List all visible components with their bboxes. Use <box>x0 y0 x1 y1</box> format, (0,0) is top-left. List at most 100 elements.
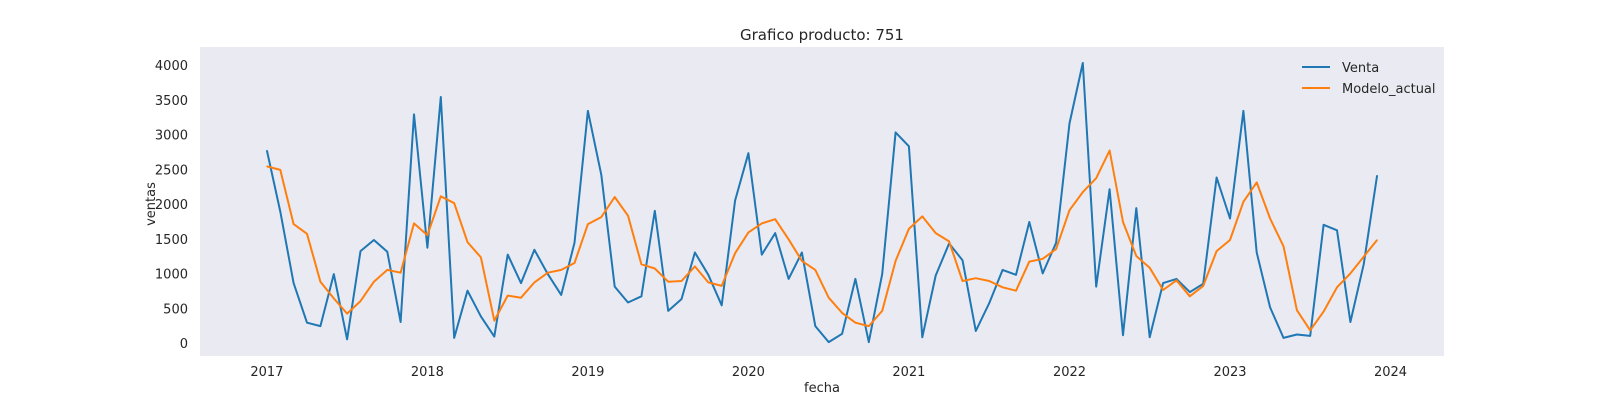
data-point <box>1015 290 1017 292</box>
data-point <box>707 274 709 276</box>
data-point <box>306 233 308 235</box>
data-point <box>1256 181 1258 183</box>
data-point <box>266 149 268 152</box>
data-point <box>841 312 843 314</box>
data-point <box>627 301 629 304</box>
data-point <box>614 196 616 198</box>
data-point <box>814 325 816 327</box>
data-point <box>801 260 803 262</box>
data-point <box>1082 62 1084 64</box>
data-point <box>1363 256 1365 258</box>
legend: Venta Modelo_actual <box>1302 61 1436 97</box>
data-point <box>854 322 857 324</box>
data-point <box>533 281 536 283</box>
data-point <box>961 259 964 261</box>
data-point <box>1282 337 1285 339</box>
chart-title: Grafico producto: 751 <box>740 26 904 44</box>
data-point <box>1229 217 1231 220</box>
data-point <box>721 304 723 306</box>
data-point <box>895 260 897 262</box>
data-point <box>667 281 669 283</box>
data-point <box>734 252 736 254</box>
data-point <box>975 330 977 332</box>
data-point <box>400 321 402 323</box>
data-point <box>493 320 495 322</box>
data-point <box>426 234 428 236</box>
y-tick-label: 500 <box>163 302 188 317</box>
data-point <box>1202 285 1204 287</box>
data-point <box>493 336 495 338</box>
data-point <box>1109 149 1111 152</box>
data-point <box>935 274 937 277</box>
data-point <box>373 281 375 283</box>
data-point <box>266 165 268 167</box>
data-point <box>413 222 415 224</box>
data-point <box>1296 309 1298 311</box>
y-tick-label: 0 <box>180 337 188 352</box>
x-tick-label: 2024 <box>1374 365 1407 380</box>
data-point <box>1309 329 1311 331</box>
data-point <box>319 281 321 283</box>
data-point <box>747 152 750 154</box>
data-point <box>640 263 643 265</box>
data-point <box>828 341 830 343</box>
series-line-modelo-actual <box>266 149 1378 332</box>
data-point <box>333 273 335 275</box>
x-tick-label: 2020 <box>732 365 765 380</box>
data-point <box>640 295 643 297</box>
data-point <box>587 223 589 225</box>
data-point <box>935 232 937 234</box>
data-point <box>654 210 656 212</box>
data-point <box>1376 239 1378 241</box>
data-point <box>1055 248 1057 250</box>
data-point <box>1095 286 1097 288</box>
data-point <box>814 269 816 271</box>
data-point <box>600 216 602 218</box>
data-point <box>573 262 576 264</box>
data-point <box>1055 242 1057 244</box>
data-point <box>373 239 375 241</box>
data-point <box>1269 217 1271 220</box>
legend-item: Venta <box>1302 61 1379 76</box>
data-point <box>507 295 509 297</box>
data-point <box>1323 224 1325 226</box>
data-point <box>1242 110 1244 112</box>
data-point <box>801 251 803 254</box>
data-point <box>306 322 308 324</box>
data-point <box>279 211 281 213</box>
data-point <box>1042 258 1044 260</box>
y-tick-label: 1500 <box>155 233 188 248</box>
data-point <box>1216 250 1218 252</box>
data-point <box>1149 267 1151 269</box>
data-point <box>386 269 388 271</box>
data-point <box>1323 311 1325 313</box>
data-point <box>881 310 883 312</box>
x-tick-label: 2017 <box>250 365 283 380</box>
data-point <box>600 174 602 176</box>
data-point <box>1336 286 1338 288</box>
data-point <box>1175 279 1178 281</box>
data-point <box>279 169 281 171</box>
data-point <box>1229 239 1231 241</box>
data-point <box>1189 295 1191 297</box>
data-point <box>587 110 589 112</box>
data-point <box>413 113 415 115</box>
y-tick-label: 2500 <box>155 163 188 178</box>
data-point <box>1002 286 1004 288</box>
data-point <box>520 282 522 284</box>
data-point <box>1109 188 1111 190</box>
data-point <box>1095 177 1097 179</box>
data-point <box>507 254 509 256</box>
data-point <box>1269 306 1271 308</box>
data-point <box>453 202 455 204</box>
y-tick-label: 2000 <box>155 198 188 213</box>
data-point <box>1309 335 1311 337</box>
data-point <box>761 222 763 224</box>
data-point <box>1122 334 1124 336</box>
data-point <box>734 199 736 202</box>
data-point <box>1336 229 1338 231</box>
data-point <box>440 195 442 197</box>
data-point <box>975 277 977 279</box>
x-axis-ticks: 2017 2018 2019 2020 2021 2022 2023 2024 <box>250 365 1407 380</box>
x-tick-label: 2018 <box>411 365 444 380</box>
